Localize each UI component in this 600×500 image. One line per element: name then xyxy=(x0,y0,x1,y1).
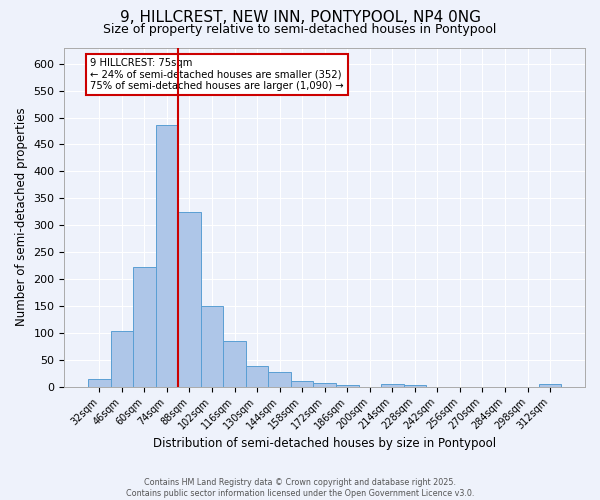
Text: 9, HILLCREST, NEW INN, PONTYPOOL, NP4 0NG: 9, HILLCREST, NEW INN, PONTYPOOL, NP4 0N… xyxy=(119,10,481,25)
Bar xyxy=(246,366,268,387)
Bar xyxy=(178,212,201,387)
Y-axis label: Number of semi-detached properties: Number of semi-detached properties xyxy=(15,108,28,326)
Bar xyxy=(291,381,313,387)
Bar xyxy=(313,383,336,387)
Text: Contains HM Land Registry data © Crown copyright and database right 2025.
Contai: Contains HM Land Registry data © Crown c… xyxy=(126,478,474,498)
Bar xyxy=(539,384,562,387)
Bar xyxy=(223,341,246,387)
X-axis label: Distribution of semi-detached houses by size in Pontypool: Distribution of semi-detached houses by … xyxy=(153,437,496,450)
Bar xyxy=(268,372,291,387)
Bar xyxy=(381,384,404,387)
Bar xyxy=(110,332,133,387)
Bar xyxy=(336,384,359,387)
Text: 9 HILLCREST: 75sqm
← 24% of semi-detached houses are smaller (352)
75% of semi-d: 9 HILLCREST: 75sqm ← 24% of semi-detache… xyxy=(91,58,344,91)
Bar xyxy=(201,306,223,387)
Bar xyxy=(88,378,110,387)
Text: Size of property relative to semi-detached houses in Pontypool: Size of property relative to semi-detach… xyxy=(103,22,497,36)
Bar xyxy=(404,384,426,387)
Bar xyxy=(133,267,155,387)
Bar xyxy=(155,125,178,387)
